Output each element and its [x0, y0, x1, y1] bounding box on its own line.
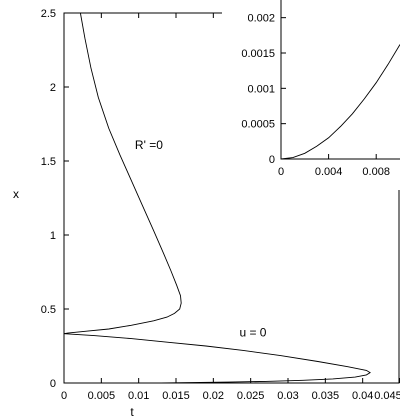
- x-tick-label: 0.02: [203, 390, 224, 402]
- x-tick-label: 0.045: [374, 390, 400, 402]
- inset-y-tick-label: 0.0015: [241, 48, 275, 60]
- main-series-line-0: [63, 12, 182, 335]
- inset-background: [222, 0, 400, 190]
- y-tick-label: 1: [50, 230, 56, 242]
- y-tick-label: 2.5: [41, 8, 56, 20]
- x-tick-label: 0: [61, 390, 67, 402]
- y-tick-label: 2: [50, 82, 56, 94]
- x-tick-label: 0.025: [237, 390, 265, 402]
- x-tick-label: 0.03: [277, 390, 298, 402]
- annotation-r-prime-zero: R' =0: [135, 138, 163, 152]
- main-plot: 0 0.005 0.01 0.015 0.02 0.025 0.03 0.035 0.04 0.0…: [13, 8, 400, 419]
- main-series: [63, 12, 371, 384]
- inset-x-tick-label: 0.008: [362, 166, 390, 178]
- x-tick-label: 0.035: [312, 390, 340, 402]
- inset-x-tick-label: 0.004: [315, 166, 343, 178]
- inset-y-ticks: 0 0.0005 0.001 0.0015 0.002: [241, 13, 286, 166]
- inset-series-line-0: [280, 44, 400, 160]
- inset-plot: 0 0.004 0.008 0 0.0005 0.001 0.0015 0.002: [222, 0, 400, 190]
- x-tick-label: 0.01: [128, 390, 149, 402]
- y-axis-label: x: [13, 187, 19, 201]
- inset-y-tick-label: 0.002: [247, 13, 275, 25]
- x-axis-label: t: [130, 405, 134, 419]
- x-tick-label: 0.015: [162, 390, 190, 402]
- inset-y-tick-label: 0.0005: [241, 119, 275, 131]
- x-tick-label: 0.04: [352, 390, 373, 402]
- inset-x-tick-label: 0: [278, 166, 284, 178]
- inset-y-tick-label: 0: [269, 154, 275, 166]
- main-series-line-1: [63, 333, 371, 384]
- y-tick-label: 1.5: [41, 156, 56, 168]
- inset-x-ticks: 0 0.004 0.008: [278, 154, 390, 178]
- inset-series: [280, 44, 400, 160]
- y-tick-label: 0: [50, 378, 56, 390]
- annotation-u-zero: u = 0: [239, 325, 266, 339]
- inset-y-tick-label: 0.001: [247, 83, 275, 95]
- main-y-ticks: 0 0.5 1 1.5 2 2.5: [41, 8, 69, 390]
- y-tick-label: 0.5: [41, 304, 56, 316]
- x-tick-label: 0.005: [88, 390, 116, 402]
